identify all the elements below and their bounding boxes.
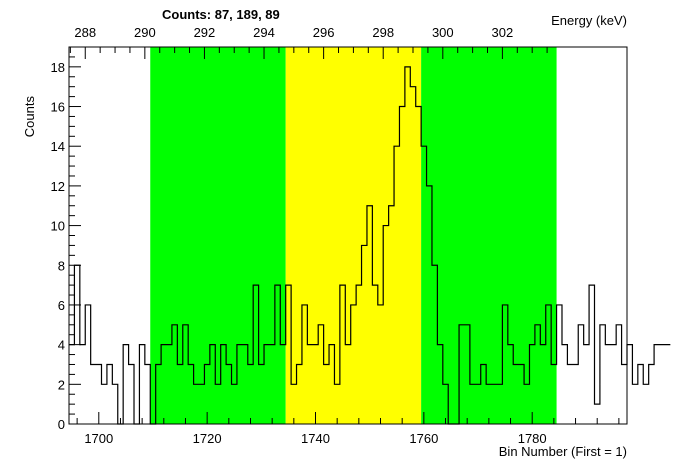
y-tick-label: 12 (51, 179, 65, 194)
y-tick-label: 18 (51, 60, 65, 75)
x-tick-label: 1780 (518, 431, 547, 446)
top-tick-label: 288 (74, 25, 96, 40)
x-tick-label: 1720 (193, 431, 222, 446)
y-tick-label: 14 (51, 139, 65, 154)
top-tick-label: 294 (253, 25, 275, 40)
y-tick-label: 6 (58, 298, 65, 313)
y-tick-label: 4 (58, 338, 65, 353)
histogram-line (69, 66, 671, 425)
x-tick-label: 1700 (84, 431, 113, 446)
top-tick-label: 302 (492, 25, 514, 40)
y-tick-label: 8 (58, 258, 65, 273)
axes-layer: 0 2 4 6 8 10 12 14 16 18 1700 1720 1740 1760 1780 288 29… (51, 25, 620, 446)
x-tick-label: 1760 (409, 431, 438, 446)
y-axis-label: Counts (22, 96, 37, 138)
regions-layer (150, 47, 557, 424)
y-tick-label: 16 (51, 100, 65, 115)
region-2 (285, 47, 422, 424)
top-tick-label: 298 (372, 25, 394, 40)
y-tick-label: 0 (58, 417, 65, 432)
top-tick-label: 292 (194, 25, 216, 40)
top-tick-label: 296 (313, 25, 335, 40)
region-3 (421, 47, 557, 424)
plot-frame (68, 46, 628, 425)
histogram-layer (69, 66, 671, 425)
x-axis-label: Bin Number (First = 1) (499, 444, 627, 459)
y-tick-label: 10 (51, 219, 65, 234)
region-1 (150, 47, 286, 424)
y-tick-label: 2 (58, 377, 65, 392)
top-tick-label: 290 (134, 25, 156, 40)
chart-title: Counts: 87, 189, 89 (162, 7, 280, 22)
top-axis-label: Energy (keV) (551, 13, 627, 28)
top-tick-label: 300 (432, 25, 454, 40)
x-tick-label: 1740 (301, 431, 330, 446)
